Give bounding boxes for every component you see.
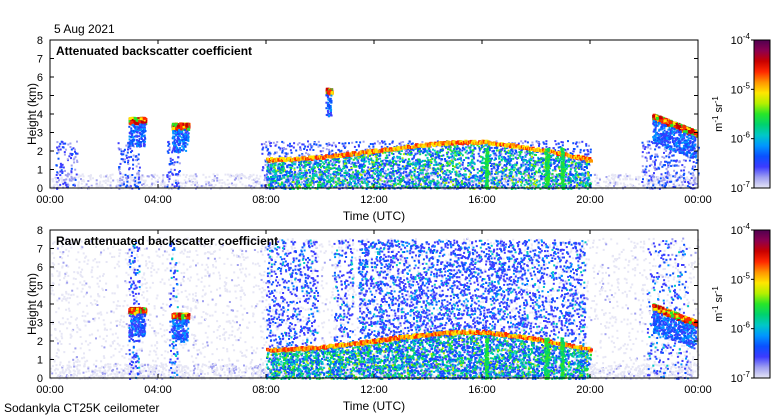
- x-tick-label: 20:00: [576, 194, 604, 206]
- colorbar: 10-4 10-5 10-6 10-7 m-1 sr-1: [711, 222, 771, 385]
- x-tick-label: 08:00: [252, 384, 280, 396]
- x-tick-label: 04:00: [144, 194, 172, 206]
- colorbar-unit-label: m-1 sr-1: [711, 96, 725, 132]
- backscatter-field: [50, 237, 700, 380]
- colorbar: 10-4 10-5 10-6 10-7 m-1 sr-1: [711, 32, 771, 195]
- panel-title: Attenuated backscatter coefficient: [56, 44, 252, 58]
- instrument-label: Sodankyla CT25K ceilometer: [4, 401, 159, 415]
- panel-2: Raw attenuated backscatter coefficient 0 1…: [25, 222, 771, 413]
- y-tick-label: 5: [37, 281, 43, 293]
- colorbar-tick-label: 10-4: [731, 32, 751, 47]
- x-tick-label: 00:00: [684, 384, 712, 396]
- colorbar-tick-label: 10-5: [731, 81, 751, 96]
- x-tick-label: 16:00: [468, 384, 496, 396]
- y-axis-label: Height (km): [25, 273, 39, 335]
- colorbar-tick-label: 10-7: [731, 180, 751, 195]
- x-tick-label: 16:00: [468, 194, 496, 206]
- y-tick-label: 8: [37, 225, 43, 237]
- x-tick-label: 12:00: [360, 194, 388, 206]
- y-tick-label: 2: [37, 146, 43, 158]
- date-label: 5 Aug 2021: [54, 22, 115, 36]
- y-tick-label: 4: [37, 109, 43, 121]
- y-tick-label: 7: [37, 244, 43, 256]
- colorbar-tick-label: 10-6: [731, 321, 751, 336]
- plot-area: [50, 230, 698, 378]
- colorbar-tick-label: 10-6: [731, 131, 751, 146]
- colorbar-scale: [753, 39, 771, 189]
- y-tick-label: 2: [37, 336, 43, 348]
- y-tick-label: 6: [37, 72, 43, 84]
- panel-title: Raw attenuated backscatter coefficient: [56, 234, 278, 248]
- y-tick-label: 8: [37, 35, 43, 47]
- x-tick-label: 12:00: [360, 384, 388, 396]
- colorbar-tick-label: 10-4: [731, 222, 751, 237]
- colorbar-tick-label: 10-5: [731, 271, 751, 286]
- x-axis-label: Time (UTC): [343, 209, 405, 223]
- y-tick-label: 3: [37, 318, 43, 330]
- colorbar-tick-label: 10-7: [731, 370, 751, 385]
- panel-1: Attenuated backscatter coefficient 0 1 2 3 4 5…: [25, 32, 771, 223]
- x-tick-label: 00:00: [36, 194, 64, 206]
- x-tick-label: 00:00: [684, 194, 712, 206]
- colorbar-unit-label: m-1 sr-1: [711, 286, 725, 322]
- y-tick-label: 6: [37, 262, 43, 274]
- colorbar-scale: [753, 229, 771, 379]
- x-tick-label: 08:00: [252, 194, 280, 206]
- x-tick-label: 04:00: [144, 384, 172, 396]
- x-axis-label: Time (UTC): [343, 399, 405, 413]
- y-axis-label: Height (km): [25, 83, 39, 145]
- y-tick-label: 5: [37, 91, 43, 103]
- y-tick-label: 1: [37, 165, 43, 177]
- y-tick-label: 7: [37, 54, 43, 66]
- y-tick-label: 4: [37, 299, 43, 311]
- y-tick-label: 1: [37, 355, 43, 367]
- y-tick-label: 0: [37, 183, 43, 195]
- y-tick-label: 0: [37, 373, 43, 385]
- y-tick-label: 3: [37, 128, 43, 140]
- backscatter-field: [50, 87, 700, 190]
- x-tick-label: 00:00: [36, 384, 64, 396]
- x-tick-label: 20:00: [576, 384, 604, 396]
